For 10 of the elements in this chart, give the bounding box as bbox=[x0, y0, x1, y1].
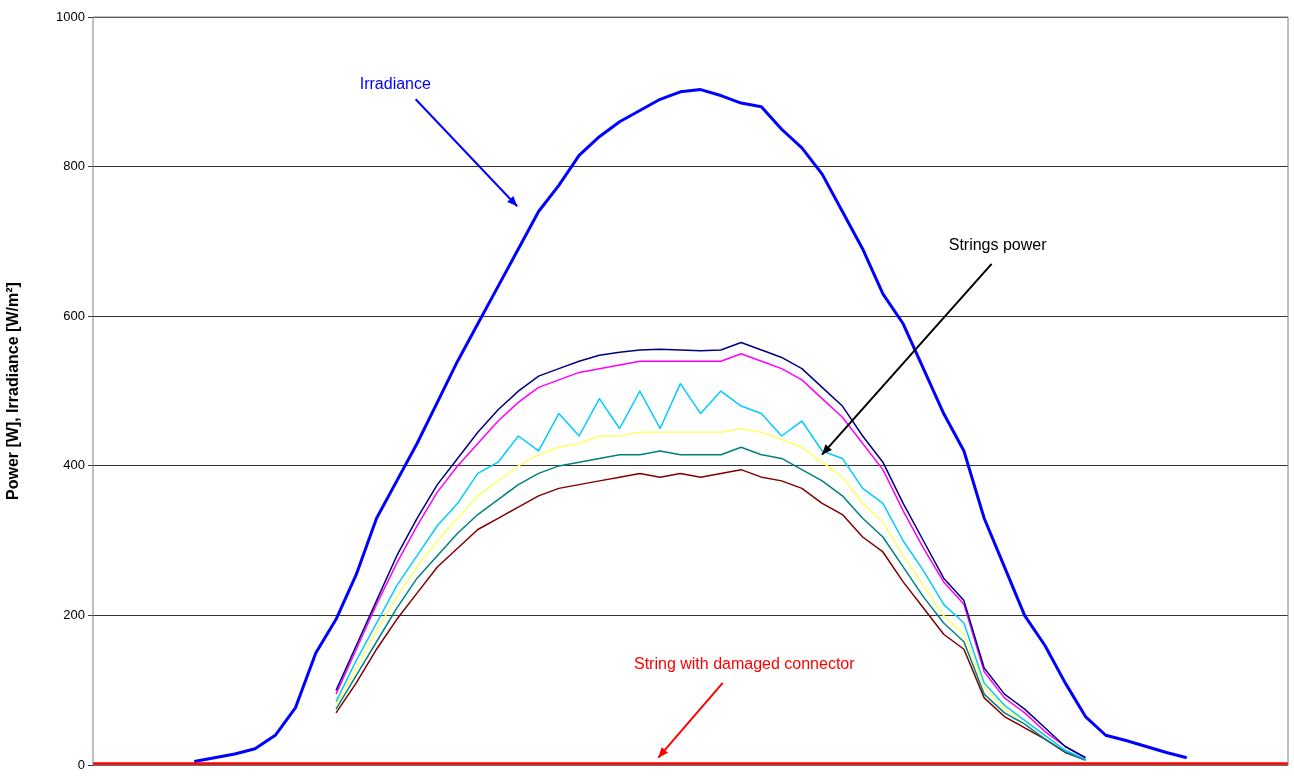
text: String with damaged connector bbox=[633, 654, 856, 672]
text: Irradiance bbox=[359, 74, 432, 92]
y-tick-label: 600 bbox=[63, 307, 85, 323]
y-tick-label: 400 bbox=[63, 457, 85, 473]
y-tick-label: 800 bbox=[63, 158, 85, 174]
annotation: Strings power bbox=[948, 235, 1048, 253]
y-tick-label: 200 bbox=[63, 607, 85, 623]
y-tick-label: 1000 bbox=[56, 8, 85, 24]
y-tick-label: 0 bbox=[77, 756, 85, 772]
y-axis-title: Power [W], Irradiance [W/m²] bbox=[4, 282, 22, 500]
